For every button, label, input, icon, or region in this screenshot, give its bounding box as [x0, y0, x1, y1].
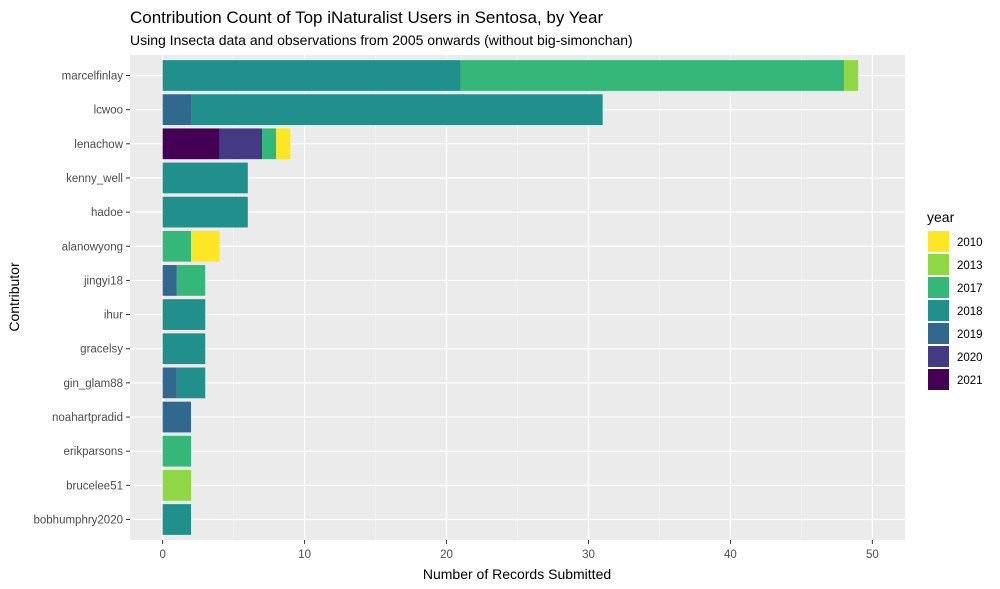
bar-segment [162, 60, 461, 91]
x-tick-label: 50 [866, 549, 879, 561]
bars [162, 60, 859, 535]
bar-segment [162, 504, 192, 535]
legend-key [928, 300, 949, 321]
y-axis-title: Contributor [6, 262, 22, 332]
bar-segment [162, 230, 192, 262]
x-tick-label: 30 [582, 549, 595, 561]
bar-segment [162, 367, 177, 399]
y-tick-label: erikparsons [64, 446, 124, 458]
y-tick-label: alanowyong [62, 241, 123, 253]
legend-key [928, 231, 949, 252]
x-axis: 0 10 20 30 40 50 [159, 540, 879, 561]
grid-lines [130, 55, 905, 540]
bar-segment [162, 469, 192, 501]
legend-key [928, 323, 949, 344]
bar-segment [176, 265, 206, 296]
bar-segment [191, 230, 220, 262]
y-tick-label: brucelee51 [66, 480, 123, 492]
bar-segment [460, 60, 844, 91]
legend-label: 2013 [957, 260, 983, 272]
legend-label: 2010 [957, 237, 983, 249]
legend-label: 2021 [957, 375, 983, 387]
x-tick-label: 0 [159, 549, 165, 561]
bar-segment [162, 162, 248, 194]
legend-key [928, 254, 949, 275]
legend-key [928, 369, 949, 390]
y-tick-label: gin_glam88 [64, 378, 123, 390]
x-tick-label: 20 [440, 549, 453, 561]
bar-segment [162, 265, 177, 296]
y-tick-label: lenachow [74, 139, 123, 151]
x-tick-label: 10 [298, 549, 311, 561]
legend-label: 2018 [957, 306, 983, 318]
bar-segment [162, 333, 206, 365]
bar-segment [191, 94, 603, 126]
bar-segment [843, 60, 859, 91]
chart-title: Contribution Count of Top iNaturalist Us… [130, 8, 603, 27]
bar-segment [162, 196, 248, 228]
y-tick-label: marcelfinlay [62, 70, 124, 82]
x-axis-title: Number of Records Submitted [423, 566, 611, 582]
y-tick-label: hadoe [91, 207, 123, 219]
bar-segment [176, 367, 206, 399]
y-tick-label: noahartpradid [52, 412, 123, 424]
legend-label: 2019 [957, 329, 983, 341]
legend-label: 2017 [957, 283, 983, 295]
x-tick-label: 40 [724, 549, 737, 561]
y-tick-label: kenny_well [66, 173, 123, 185]
bar-segment [262, 128, 277, 160]
bar-segment [162, 299, 206, 330]
bar-segment [162, 435, 192, 467]
legend-key [928, 346, 949, 367]
y-tick-label: gracelsy [80, 344, 123, 356]
chart-subtitle: Using Insecta data and observations from… [130, 32, 633, 48]
bar-segment [219, 128, 263, 160]
y-tick-label: lcwoo [94, 105, 123, 117]
bar-segment [162, 128, 220, 160]
legend-key [928, 277, 949, 298]
legend: year 2010 2013 2017 2018 2019 2020 2021 [927, 209, 983, 390]
bar-segment [162, 94, 192, 126]
bar-segment [162, 401, 192, 433]
y-axis: marcelfinlay lcwoo lenachow kenny_wellhadoe… [33, 70, 130, 527]
y-tick-label: jingyi18 [83, 275, 123, 287]
legend-label: 2020 [957, 352, 983, 364]
y-tick-label: bobhumphry2020 [33, 515, 123, 527]
bar-segment [276, 128, 291, 160]
legend-title: year [927, 209, 955, 225]
y-tick-label: ihur [104, 310, 123, 322]
